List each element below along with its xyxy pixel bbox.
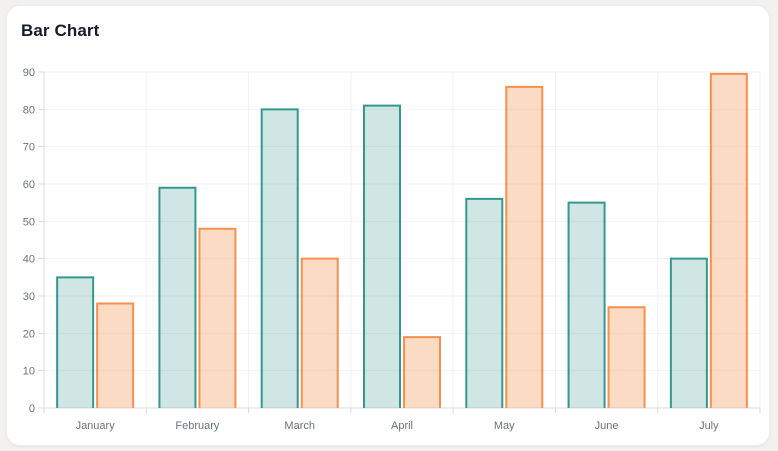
bar-series-2-june <box>608 307 645 408</box>
bar-series-2-may <box>506 86 543 408</box>
y-axis-tick-label: 10 <box>23 366 35 378</box>
chart-card: Bar Chart 0 10 20 30 40 50 60 70 80 90 January Febr… <box>6 5 770 446</box>
bar-border-series-1-february <box>158 186 197 408</box>
x-axis-tick-label: May <box>494 420 515 432</box>
y-axis-tick-label: 40 <box>23 254 35 266</box>
bar-series-2-february <box>199 228 236 408</box>
y-axis-tick-label: 50 <box>23 216 35 228</box>
bar-border-series-2-february <box>198 227 237 408</box>
bar-border-series-1-july <box>669 257 708 408</box>
bar-border-series-2-may <box>505 85 544 408</box>
bar-border-series-1-january <box>56 276 95 408</box>
bar-chart-container: 0 10 20 30 40 50 60 70 80 90 January February March A… <box>8 58 768 440</box>
bar-border-series-1-may <box>465 197 504 408</box>
bar-border-series-2-april <box>403 336 441 408</box>
bar-border-series-2-june <box>607 306 646 408</box>
bar-series-1-july <box>670 258 707 408</box>
x-axis-tick-label: April <box>391 420 413 432</box>
bar-series-1-april <box>364 105 400 408</box>
bar-series-1-may <box>466 198 503 408</box>
bar-series-2-july <box>710 73 747 408</box>
x-axis-tick-label: June <box>595 420 619 432</box>
bar-series-2-january <box>97 303 134 408</box>
chart-title: Bar Chart <box>21 21 100 40</box>
bar-border-series-2-january <box>96 302 135 408</box>
x-axis-tick-label: July <box>699 420 719 432</box>
y-axis-tick-label: 30 <box>23 291 35 303</box>
x-axis-tick-label: February <box>175 420 220 432</box>
y-axis-tick-label: 70 <box>23 142 35 154</box>
x-axis-tick-label: March <box>284 420 315 432</box>
bar-border-series-1-june <box>567 201 606 408</box>
y-axis-tick-label: 90 <box>23 67 35 79</box>
bar-series-2-march <box>301 258 338 408</box>
bar-border-series-2-july <box>709 72 748 408</box>
y-axis-tick-label: 0 <box>29 403 35 415</box>
bar-border-series-1-april <box>363 104 401 408</box>
y-axis-tick-label: 80 <box>23 104 35 116</box>
x-axis-tick-label: January <box>76 420 116 432</box>
bar-series-1-january <box>57 277 94 408</box>
bar-series-1-june <box>568 202 605 408</box>
bar-series-1-february <box>159 187 196 408</box>
bar-chart: 0 10 20 30 40 50 60 70 80 90 January February March A… <box>23 67 761 432</box>
bar-series-1-march <box>261 109 298 409</box>
bar-border-series-1-march <box>260 108 299 408</box>
bar-border-series-2-march <box>300 257 339 408</box>
y-axis-tick-label: 20 <box>23 328 35 340</box>
bar-series-2-april <box>404 337 440 408</box>
y-axis-tick-label: 60 <box>23 179 35 191</box>
